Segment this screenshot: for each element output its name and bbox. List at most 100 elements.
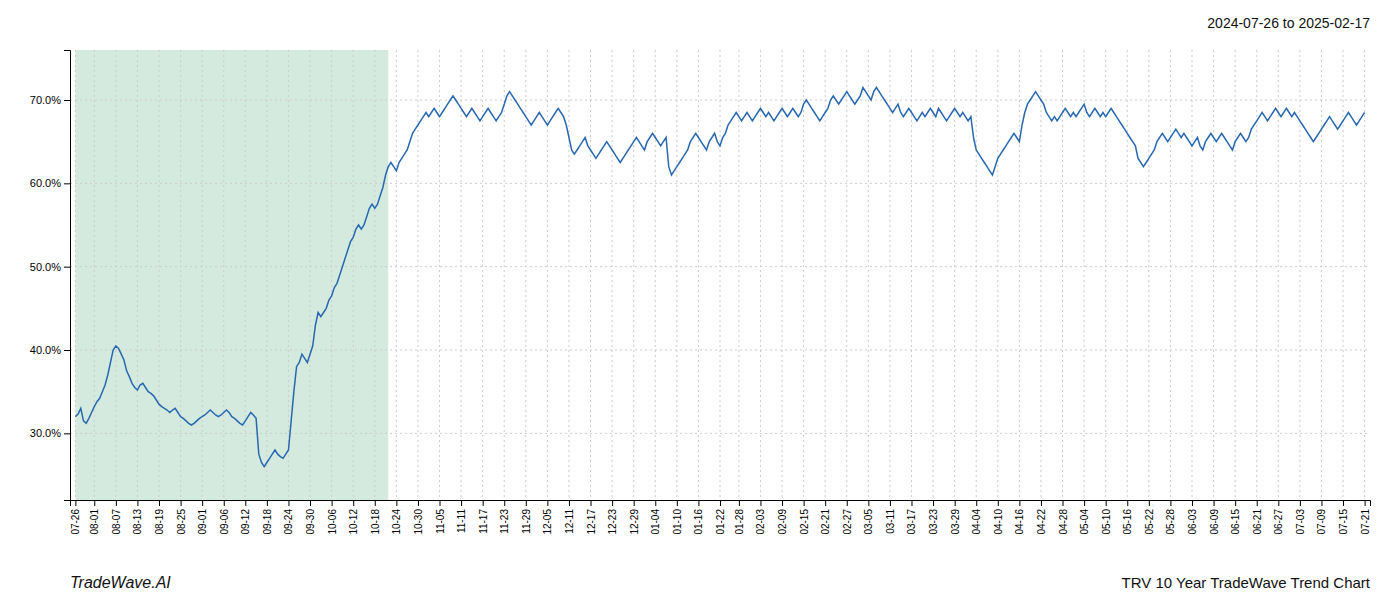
tick-mark [933,500,934,506]
tick-mark [655,500,656,506]
x-tick: 01-22 [715,500,726,535]
grid-line [223,50,224,500]
x-tick: 12-05 [542,500,553,535]
x-tick-label: 05-28 [1165,509,1176,535]
x-tick: 09-24 [283,500,294,535]
x-tick-label: 08-19 [154,509,165,535]
x-tick: 06-21 [1252,500,1263,535]
tick-mark [461,500,462,506]
x-tick-label: 03-11 [885,509,896,534]
tick-mark [1321,500,1322,506]
tick-mark [1127,500,1128,506]
x-tick: 02-27 [842,500,853,535]
x-tick: 12-11 [564,500,575,534]
tick-mark [64,100,70,101]
chart: 07-2608-0108-0708-1308-1908-2509-0109-06… [0,0,1400,600]
tick-mark [64,433,70,434]
x-tick-label: 01-04 [650,509,661,535]
x-tick: 01-16 [693,500,704,535]
y-tick-label: 60.0% [30,177,61,189]
grid-line [1299,50,1300,500]
tick-mark [698,500,699,506]
grid-line [846,50,847,500]
y-tick: 40.0% [30,344,70,356]
tick-mark [1084,500,1085,506]
x-tick: 05-10 [1101,500,1112,535]
x-tick: 12-17 [586,500,597,535]
x-tick-label: 11-05 [435,509,446,534]
grid-line [1256,50,1257,500]
x-tick-label: 03-29 [950,509,961,535]
x-tick: 06-15 [1230,500,1241,535]
grid-line [889,50,890,500]
x-tick-label: 04-28 [1058,509,1069,535]
grid-line [1235,50,1236,500]
x-tick-label: 02-27 [842,509,853,535]
x-tick-label: 12-17 [586,509,597,535]
grid-line [70,183,1370,184]
x-tick: 08-13 [132,500,143,535]
x-tick-label: 03-17 [906,509,917,535]
x-tick-label: 05-22 [1144,509,1155,535]
tick-mark [116,500,117,506]
y-tick: 70.0% [30,94,70,106]
x-tick-label: 11-29 [521,509,532,534]
grid-line [266,50,267,500]
x-tick-label: 07-15 [1338,509,1349,535]
grid-line [1278,50,1279,500]
x-tick: 12-29 [629,500,640,535]
x-tick: 10-18 [370,500,381,535]
grid-line [676,50,677,500]
x-tick-label: 01-10 [672,509,683,535]
grid-line [633,50,634,500]
tick-mark [1278,500,1279,506]
tick-mark [976,500,977,506]
tick-mark [825,500,826,506]
x-tick: 10-24 [391,500,402,535]
x-tick-label: 04-10 [993,509,1004,535]
x-tick-label: 02-15 [799,509,810,535]
grid-line [461,50,462,500]
x-tick-label: 01-28 [734,509,745,535]
tick-mark [64,183,70,184]
grid-line [137,50,138,500]
y-tick-label: 50.0% [30,261,61,273]
tick-mark [739,500,740,506]
grid-line [417,50,418,500]
tick-mark [911,500,912,506]
x-tick: 09-01 [197,500,208,535]
tick-mark [64,267,70,268]
tick-mark [1343,500,1344,506]
x-tick: 09-12 [240,500,251,535]
x-tick-label: 06-09 [1209,509,1220,535]
tick-mark [1214,500,1215,506]
tick-mark [353,500,354,506]
shaded-region [75,50,388,500]
tick-mark [847,500,848,506]
x-tick-label: 07-09 [1316,509,1327,535]
tick-mark [137,500,138,506]
x-tick-label: 02-03 [755,509,766,535]
grid-line [997,50,998,500]
x-tick: 11-17 [478,500,489,534]
tick-mark [159,500,160,506]
x-tick: 01-04 [650,500,661,535]
x-tick-label: 05-16 [1122,509,1133,535]
x-tick: 03-05 [863,500,874,535]
x-tick-label: 01-22 [715,509,726,535]
x-tick: 09-30 [305,500,316,535]
grid-line [310,50,311,500]
grid-line [202,50,203,500]
grid-line [1127,50,1128,500]
plot-area [70,50,1370,500]
x-tick: 03-11 [885,500,896,534]
tick-mark [267,500,268,506]
tick-mark [760,500,761,506]
grid-line [504,50,505,500]
x-tick-label: 04-22 [1036,509,1047,535]
tick-mark [504,500,505,506]
x-tick-label: 08-25 [176,509,187,535]
tick-mark [375,500,376,506]
x-tick-label: 04-16 [1014,509,1025,535]
grid-line [1343,50,1344,500]
